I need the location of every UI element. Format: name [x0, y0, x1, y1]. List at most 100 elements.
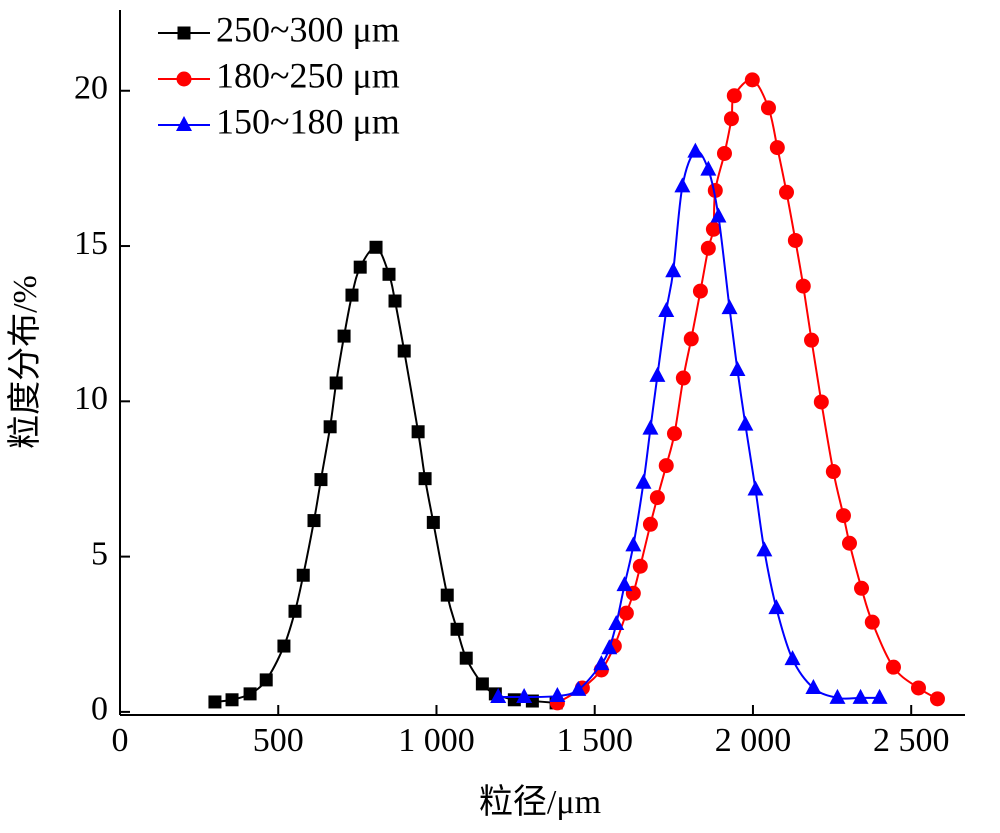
marker [177, 26, 191, 40]
marker [665, 262, 682, 278]
marker [593, 655, 610, 671]
marker [674, 177, 691, 193]
marker [675, 370, 691, 386]
marker [625, 536, 642, 552]
marker [176, 116, 192, 131]
marker [323, 420, 337, 434]
marker [779, 184, 795, 200]
marker [829, 688, 846, 704]
marker [516, 687, 533, 703]
marker [225, 693, 239, 707]
marker [737, 415, 754, 431]
marker [769, 140, 785, 156]
y-tick-label: 5 [91, 535, 108, 572]
marker [259, 673, 273, 687]
marker [382, 267, 396, 281]
marker [835, 508, 851, 524]
marker [345, 288, 359, 302]
marker [426, 515, 440, 529]
marker [418, 472, 432, 486]
marker [642, 419, 659, 435]
marker [825, 464, 841, 480]
marker [649, 490, 665, 506]
marker [744, 72, 760, 88]
marker [337, 329, 351, 343]
marker [805, 678, 822, 694]
marker [784, 650, 801, 666]
marker [176, 71, 192, 87]
marker [700, 240, 716, 256]
marker [411, 425, 425, 439]
marker [729, 360, 746, 376]
x-tick-label: 2 000 [715, 722, 792, 759]
marker [726, 88, 742, 104]
legend-label: 150~180 μm [216, 101, 400, 141]
marker [756, 541, 773, 557]
marker [871, 688, 888, 704]
marker [601, 639, 618, 655]
marker [388, 294, 402, 308]
y-tick-label: 10 [74, 380, 108, 417]
marker [618, 605, 634, 621]
marker [658, 301, 675, 317]
marker [490, 687, 507, 703]
marker [841, 535, 857, 551]
x-tick-label: 2 500 [873, 722, 950, 759]
legend: 250~300 μm 180~250 μm 150~180 μm [158, 9, 400, 141]
marker [683, 331, 699, 347]
marker [307, 514, 321, 528]
series-line [556, 78, 938, 704]
legend-label: 250~300 μm [216, 9, 400, 49]
x-tick-label: 1 000 [398, 722, 475, 759]
x-axis-label: 粒径/μm [479, 783, 601, 821]
marker [710, 207, 727, 223]
marker [852, 688, 869, 704]
marker [666, 426, 682, 442]
marker [795, 278, 811, 294]
marker [707, 182, 723, 198]
marker [760, 100, 776, 116]
marker [475, 677, 489, 691]
marker [296, 568, 310, 582]
marker [642, 516, 658, 532]
y-tick-label: 15 [74, 225, 108, 262]
marker [804, 332, 820, 348]
marker [635, 473, 652, 489]
x-tick-label: 0 [112, 722, 129, 759]
marker [813, 394, 829, 410]
series-line [214, 246, 557, 704]
marker [716, 145, 732, 161]
marker [705, 221, 721, 237]
marker [570, 680, 587, 696]
marker [692, 283, 708, 299]
marker [450, 622, 464, 636]
marker [632, 558, 648, 574]
marker [314, 473, 328, 487]
marker [723, 111, 739, 127]
marker [929, 691, 945, 707]
marker [288, 604, 302, 618]
x-tick-label: 500 [253, 722, 304, 759]
marker [353, 260, 367, 274]
series-line [498, 150, 880, 700]
marker [208, 695, 222, 709]
marker [768, 599, 785, 615]
marker [440, 588, 454, 602]
y-axis-label: 粒度分布/% [6, 275, 44, 449]
marker [369, 240, 383, 254]
marker [608, 615, 625, 631]
marker [747, 480, 764, 496]
marker [277, 639, 291, 653]
marker [658, 458, 674, 474]
marker [397, 344, 411, 358]
y-tick-label: 0 [91, 691, 108, 728]
marker [549, 687, 566, 703]
legend-label: 180~250 μm [216, 55, 400, 95]
marker [616, 576, 633, 592]
y-tick-label: 20 [74, 70, 108, 107]
marker [243, 687, 257, 701]
marker [787, 232, 803, 248]
marker [721, 299, 738, 315]
marker [910, 680, 926, 696]
